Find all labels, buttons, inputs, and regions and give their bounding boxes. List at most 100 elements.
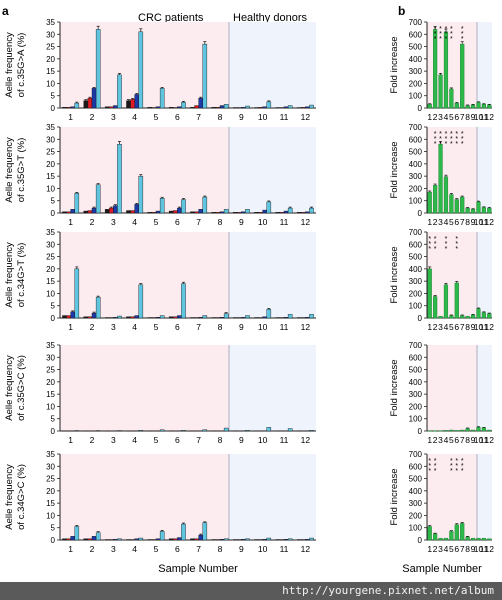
chart-b-5-crc-region	[427, 454, 477, 540]
watermark-url: http://yourgene.pixnet.net/album	[0, 582, 502, 600]
chart-b-1-x-tick-label: 8	[465, 112, 470, 122]
chart-b-1-y-tick-label: 400	[409, 55, 423, 64]
bar	[449, 88, 454, 109]
bar	[449, 194, 454, 214]
bar	[241, 539, 246, 541]
chart-b-2-x-tick-label: 12	[485, 217, 495, 227]
bar	[301, 212, 306, 214]
significance-star: *	[439, 31, 442, 38]
chart-a-4-y-tick-label: 35	[46, 341, 55, 350]
chart-a-5-crc-region	[60, 454, 229, 540]
bar	[476, 201, 481, 214]
bar	[309, 104, 314, 109]
bar	[181, 430, 186, 432]
bar	[147, 107, 153, 109]
chart-a-2-y-axis-label: Aelle frequency	[4, 137, 15, 203]
bar	[309, 314, 314, 319]
chart-a-1-y-tick-label: 35	[46, 18, 55, 27]
chart-b-2-x-tick-label: 9	[471, 217, 476, 227]
bar	[177, 207, 182, 214]
chart-b-5-y-tick-label: 100	[409, 524, 423, 533]
chart-a-1-x-tick-label: 4	[132, 112, 137, 122]
chart-a-1-x-tick-label: 1	[68, 112, 73, 122]
bar	[266, 427, 272, 432]
bar	[433, 185, 438, 214]
significance-marker: ***	[461, 458, 464, 475]
chart-a-4-x-tick-label: 12	[301, 435, 311, 445]
bar	[309, 430, 314, 432]
bar	[283, 106, 289, 109]
significance-star: *	[428, 241, 431, 248]
bar	[155, 106, 161, 109]
significance-star: *	[445, 136, 448, 143]
bar	[181, 523, 186, 541]
bar	[159, 531, 165, 541]
chart-b-3-x-tick-label: 9	[471, 322, 476, 332]
bar	[262, 539, 267, 541]
chart-a-5-x-tick-label: 3	[111, 544, 116, 554]
chart-a-2-healthy-region	[229, 127, 316, 213]
significance-star: *	[434, 246, 437, 253]
chart-b-1-x-tick-label: 2	[433, 112, 438, 122]
bar	[449, 429, 454, 432]
bar	[427, 268, 432, 319]
bar	[481, 312, 486, 319]
bar	[159, 315, 165, 319]
bar	[113, 539, 118, 541]
bar	[66, 211, 71, 214]
chart-b-1-y-tick-label: 200	[409, 79, 423, 88]
chart-b-3-x-tick-label: 6	[454, 322, 459, 332]
chart-b-2-x-tick-label: 11	[479, 217, 488, 227]
bar	[91, 88, 97, 109]
chart-b-1-y-tick-label: 100	[409, 92, 423, 101]
bar	[305, 317, 310, 319]
bar	[487, 538, 492, 541]
chart-a-4-healthy-region	[229, 345, 316, 431]
bar	[449, 315, 454, 319]
chart-b-4-y-tick-label: 300	[409, 390, 423, 399]
significance-star: *	[455, 468, 458, 475]
bar	[443, 176, 449, 214]
chart-b-3-y-tick-label: 700	[409, 228, 423, 237]
significance-star: *	[428, 458, 431, 465]
chart-b-1-x-tick-label: 12	[485, 112, 495, 122]
significance-star: *	[439, 36, 442, 43]
chart-b-4-healthy-region	[477, 345, 492, 431]
bar	[117, 74, 122, 109]
bar	[427, 526, 432, 541]
chart-b-1-x-tick-label: 10	[474, 112, 484, 122]
significance-star: *	[434, 31, 437, 38]
chart-a-5-y-axis-label: Aelle frequency	[4, 464, 15, 530]
chart-a-5-y-tick-label: 20	[46, 487, 55, 496]
chart-b-4-x-tick-label: 11	[479, 435, 488, 445]
bar	[138, 284, 144, 319]
bar	[138, 537, 144, 541]
chart-a-5-x-tick-label: 7	[196, 544, 201, 554]
chart-a-2-y-axis-label: of c.35G>T (%)	[16, 138, 27, 203]
chart-b-3-y-tick-label: 600	[409, 240, 423, 249]
bar	[159, 429, 165, 432]
bar	[438, 315, 443, 319]
bar	[181, 199, 186, 214]
chart-b-3-y-axis-label: Fold increase	[389, 246, 400, 303]
significance-marker: ***	[445, 131, 448, 148]
significance-star: *	[455, 246, 458, 253]
significance-star: *	[455, 136, 458, 143]
bar	[155, 210, 161, 214]
chart-a-5-x-tick-label: 1	[68, 544, 73, 554]
chart-b-1-x-tick-label: 5	[449, 112, 454, 122]
chart-b-5-y-tick-label: 200	[409, 511, 423, 520]
bar	[454, 524, 459, 541]
chart-a-4-x-tick-label: 8	[218, 435, 223, 445]
bar	[83, 100, 89, 109]
chart-b-2-x-tick-label: 6	[454, 217, 459, 227]
significance-marker: ***	[455, 131, 458, 148]
chart-b-3-y-tick-label: 400	[409, 265, 423, 274]
chart-a-1-y-tick-label: 5	[51, 92, 56, 101]
bar	[427, 191, 432, 214]
bar	[245, 430, 250, 432]
bar	[198, 317, 203, 319]
chart-a-2-x-tick-label: 10	[258, 217, 268, 227]
bar	[470, 209, 476, 214]
